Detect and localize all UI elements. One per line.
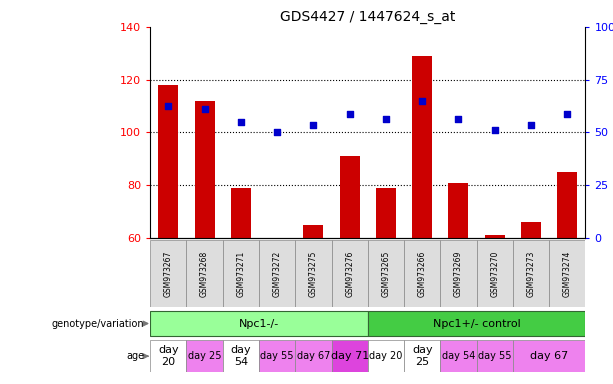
Bar bbox=[477, 341, 513, 372]
Point bbox=[562, 111, 572, 117]
Bar bbox=[259, 341, 295, 372]
Text: GSM973273: GSM973273 bbox=[527, 250, 536, 297]
Bar bbox=[404, 341, 440, 372]
Text: GSM973266: GSM973266 bbox=[417, 250, 427, 297]
Text: day 55: day 55 bbox=[478, 351, 511, 361]
Text: Npc1-/-: Npc1-/- bbox=[239, 318, 279, 329]
Point bbox=[308, 121, 318, 127]
Bar bbox=[295, 341, 332, 372]
Point bbox=[236, 119, 246, 125]
Bar bbox=[368, 341, 404, 372]
Point bbox=[417, 98, 427, 104]
Point bbox=[526, 121, 536, 127]
Text: GSM973269: GSM973269 bbox=[454, 250, 463, 297]
Bar bbox=[303, 225, 324, 238]
Bar bbox=[513, 240, 549, 307]
Point bbox=[381, 116, 391, 122]
Text: GSM973268: GSM973268 bbox=[200, 250, 209, 297]
Point bbox=[490, 127, 500, 133]
Text: GSM973276: GSM973276 bbox=[345, 250, 354, 297]
Text: GSM973271: GSM973271 bbox=[237, 250, 245, 297]
Text: day 20: day 20 bbox=[369, 351, 403, 361]
Bar bbox=[150, 341, 186, 372]
Text: genotype/variation: genotype/variation bbox=[51, 318, 144, 329]
Bar bbox=[449, 183, 468, 238]
Text: GSM973275: GSM973275 bbox=[309, 250, 318, 297]
Text: day
25: day 25 bbox=[412, 345, 433, 367]
Bar bbox=[368, 311, 585, 336]
Bar bbox=[186, 240, 223, 307]
Bar bbox=[557, 172, 577, 238]
Text: GSM973270: GSM973270 bbox=[490, 250, 499, 297]
Text: day 55: day 55 bbox=[261, 351, 294, 361]
Bar bbox=[186, 341, 223, 372]
Point bbox=[200, 106, 210, 112]
Bar bbox=[412, 56, 432, 238]
Bar bbox=[150, 240, 186, 307]
Bar bbox=[295, 240, 332, 307]
Bar bbox=[440, 341, 476, 372]
Bar bbox=[332, 341, 368, 372]
Bar bbox=[332, 240, 368, 307]
Bar bbox=[231, 188, 251, 238]
Text: age: age bbox=[126, 351, 144, 361]
Bar bbox=[513, 341, 585, 372]
Text: day
20: day 20 bbox=[158, 345, 178, 367]
Bar bbox=[223, 341, 259, 372]
Bar bbox=[521, 222, 541, 238]
Bar bbox=[150, 311, 368, 336]
Bar bbox=[259, 240, 295, 307]
Bar bbox=[404, 240, 440, 307]
Bar bbox=[440, 240, 476, 307]
Point bbox=[164, 103, 173, 109]
Text: day 25: day 25 bbox=[188, 351, 221, 361]
Text: day 67: day 67 bbox=[297, 351, 330, 361]
Text: day 71: day 71 bbox=[330, 351, 369, 361]
Bar bbox=[485, 235, 504, 238]
Bar bbox=[223, 240, 259, 307]
Point bbox=[272, 129, 282, 136]
Text: day 67: day 67 bbox=[530, 351, 568, 361]
Text: day
54: day 54 bbox=[230, 345, 251, 367]
Text: GSM973267: GSM973267 bbox=[164, 250, 173, 297]
Bar bbox=[340, 156, 360, 238]
Text: day 54: day 54 bbox=[442, 351, 475, 361]
Text: GSM973265: GSM973265 bbox=[381, 250, 390, 297]
Text: GSM973272: GSM973272 bbox=[273, 250, 281, 297]
Bar bbox=[158, 85, 178, 238]
Bar bbox=[549, 240, 585, 307]
Bar bbox=[368, 240, 404, 307]
Point bbox=[454, 116, 463, 122]
Bar bbox=[194, 101, 215, 238]
Bar bbox=[376, 188, 396, 238]
Text: GSM973274: GSM973274 bbox=[563, 250, 572, 297]
Title: GDS4427 / 1447624_s_at: GDS4427 / 1447624_s_at bbox=[280, 10, 455, 25]
Bar bbox=[477, 240, 513, 307]
Point bbox=[345, 111, 354, 117]
Text: Npc1+/- control: Npc1+/- control bbox=[433, 318, 520, 329]
